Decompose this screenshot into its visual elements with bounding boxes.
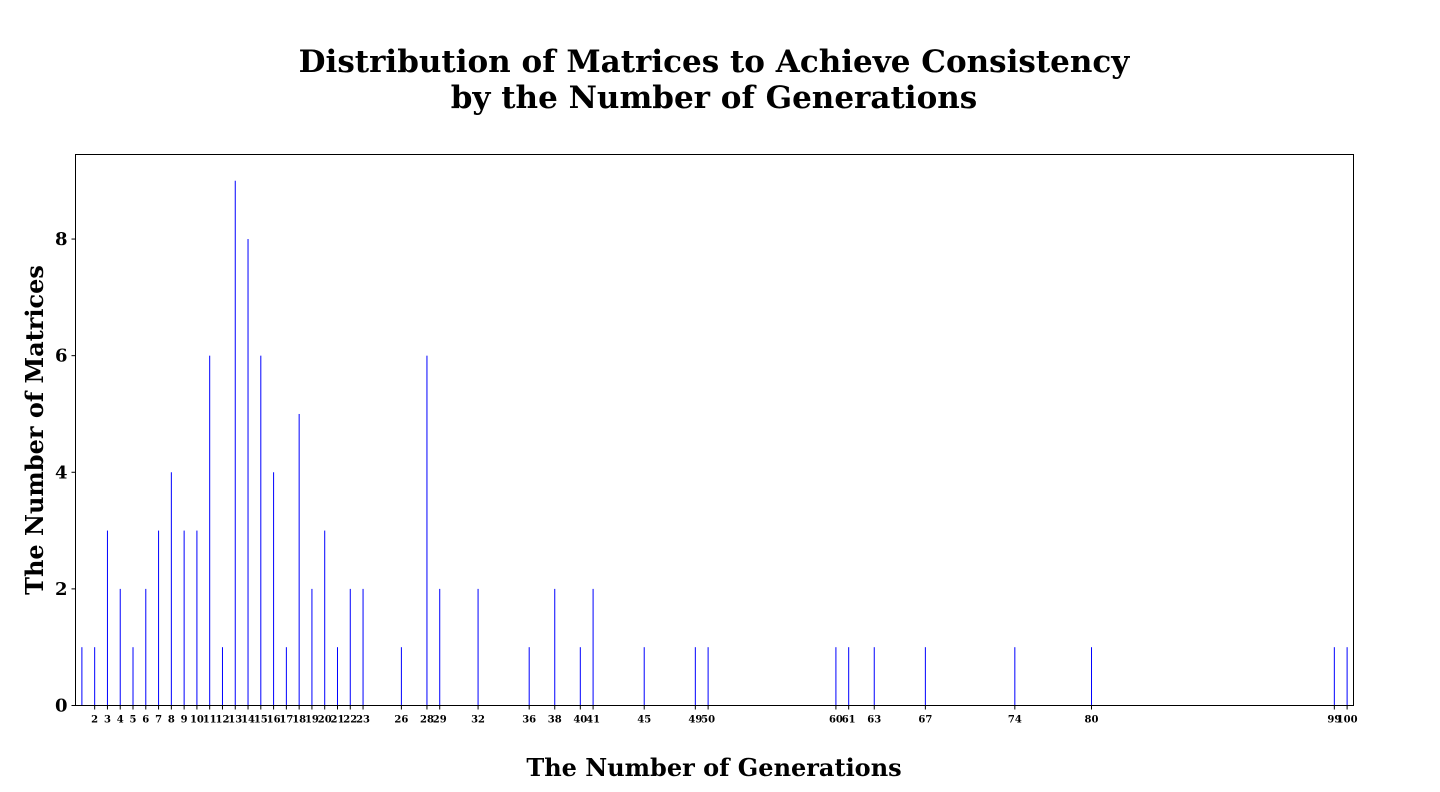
x-tick-label: 28 <box>420 715 434 726</box>
y-tick-label: 6 <box>55 346 68 367</box>
bar <box>311 588 313 706</box>
x-tick-label: 2 <box>91 715 98 726</box>
chart-title-line-2: by the Number of Generations <box>450 80 978 116</box>
x-tick-label: 19 <box>305 715 319 726</box>
bar <box>528 647 530 706</box>
bar <box>694 647 696 706</box>
x-tick-label: 18 <box>292 715 306 726</box>
bar <box>707 647 709 706</box>
bar <box>145 588 147 706</box>
x-tick-label: 13 <box>228 715 242 726</box>
x-tick-label: 80 <box>1085 715 1099 726</box>
bar <box>158 530 160 706</box>
x-tick-label: 63 <box>867 715 881 726</box>
bar <box>848 647 850 706</box>
chart-title: Distribution of Matrices to Achieve Cons… <box>0 44 1428 116</box>
x-tick-label: 23 <box>356 715 370 726</box>
bar <box>247 239 249 706</box>
y-tick-label: 4 <box>55 462 68 483</box>
bar <box>835 647 837 706</box>
x-tick-label: 67 <box>918 715 932 726</box>
bar <box>285 647 287 706</box>
bar <box>324 530 326 706</box>
x-tick-label: 14 <box>241 715 255 726</box>
bar <box>592 588 594 706</box>
x-tick-label: 36 <box>522 715 536 726</box>
y-tick-label: 8 <box>55 229 68 250</box>
x-tick-label: 11 <box>203 715 217 726</box>
x-axis-label: The Number of Generations <box>526 753 901 782</box>
x-tick-label: 16 <box>267 715 281 726</box>
bar <box>260 355 262 706</box>
x-tick-label: 8 <box>168 715 175 726</box>
x-tick-label: 45 <box>637 715 651 726</box>
bar <box>196 530 198 706</box>
bar <box>119 588 121 706</box>
x-tick-label: 100 <box>1337 715 1358 726</box>
x-tick-label: 21 <box>331 715 345 726</box>
bar <box>273 472 275 706</box>
bar <box>426 355 428 706</box>
bar <box>94 647 96 706</box>
bar <box>1014 647 1016 706</box>
bar <box>170 472 172 706</box>
bar <box>554 588 556 706</box>
x-tick-label: 41 <box>586 715 600 726</box>
bar <box>477 588 479 706</box>
bar <box>298 413 300 706</box>
x-tick-label: 7 <box>155 715 162 726</box>
x-tick-label: 3 <box>104 715 111 726</box>
bar <box>1091 647 1093 706</box>
x-tick-label: 6 <box>142 715 149 726</box>
bar <box>81 647 83 706</box>
x-tick-label: 49 <box>688 715 702 726</box>
bar <box>873 647 875 706</box>
plot-area-frame <box>75 154 1354 706</box>
x-tick-label: 26 <box>394 715 408 726</box>
x-tick-label: 74 <box>1008 715 1022 726</box>
bar <box>349 588 351 706</box>
x-tick-label: 9 <box>181 715 188 726</box>
x-tick-label: 40 <box>573 715 587 726</box>
y-tick-label: 0 <box>55 696 68 717</box>
y-axis-label: The Number of Matrices <box>20 265 49 595</box>
bar <box>643 647 645 706</box>
x-tick-label: 38 <box>548 715 562 726</box>
bar <box>132 647 134 706</box>
x-tick-label: 60 <box>829 715 843 726</box>
x-tick-label: 5 <box>130 715 137 726</box>
x-tick-label: 32 <box>471 715 485 726</box>
x-tick-label: 61 <box>842 715 856 726</box>
x-tick-label: 20 <box>318 715 332 726</box>
bars-group <box>81 180 1348 706</box>
bar <box>1333 647 1335 706</box>
bar <box>106 530 108 706</box>
bar <box>183 530 185 706</box>
bar <box>234 180 236 706</box>
x-tick-label: 12 <box>216 715 230 726</box>
bar <box>924 647 926 706</box>
x-tick-label: 4 <box>117 715 124 726</box>
bar <box>221 647 223 706</box>
bar <box>336 647 338 706</box>
bar <box>209 355 211 706</box>
y-axis-ticks: 0 2 4 6 8 <box>55 229 76 717</box>
bar <box>400 647 402 706</box>
y-tick-label: 2 <box>55 579 68 600</box>
chart-title-line-1: Distribution of Matrices to Achieve Cons… <box>298 44 1130 80</box>
x-tick-label: 15 <box>254 715 268 726</box>
x-tick-label: 29 <box>433 715 447 726</box>
bar <box>579 647 581 706</box>
x-tick-label: 10 <box>190 715 204 726</box>
x-tick-label: 22 <box>343 715 357 726</box>
bar <box>1346 647 1348 706</box>
bar <box>362 588 364 706</box>
x-tick-label: 17 <box>279 715 293 726</box>
x-tick-label: 99 <box>1327 715 1341 726</box>
bar <box>439 588 441 706</box>
x-tick-label: 50 <box>701 715 715 726</box>
